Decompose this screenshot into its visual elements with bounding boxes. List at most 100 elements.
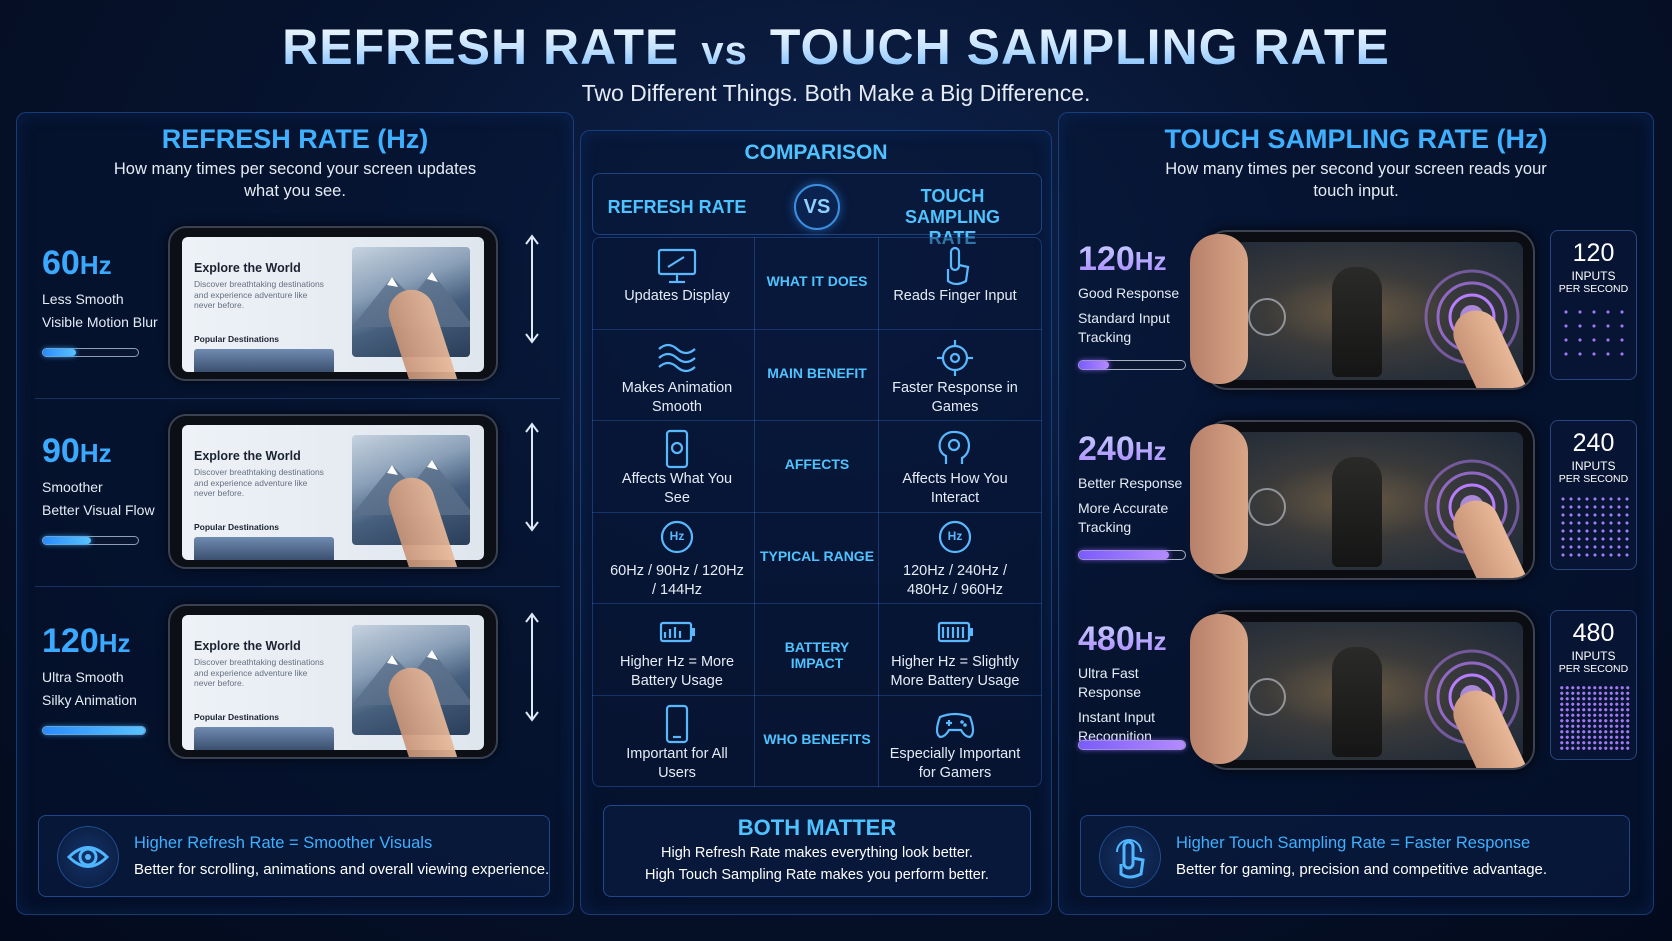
description-line: Better Response — [1078, 475, 1183, 491]
phone-screen: Explore the World Discover breathtaking d… — [182, 237, 484, 372]
rate-label: 90Hz — [42, 432, 112, 471]
comparison-title: COMPARISON — [744, 141, 888, 164]
screen-section: Popular Destinations — [194, 712, 280, 722]
screen-thumb — [194, 349, 334, 372]
soldier — [1332, 647, 1382, 757]
game-phone — [1205, 420, 1535, 580]
row-icon — [665, 704, 689, 744]
row-icon — [665, 430, 689, 469]
title: REFRESH RATE vs TOUCH SAMPLING RATE — [0, 18, 1672, 76]
game-phone — [1205, 230, 1535, 390]
hand — [1190, 614, 1248, 764]
rate-unit: Hz — [79, 438, 112, 468]
hand — [1190, 424, 1248, 574]
motion-arrow — [525, 422, 539, 532]
row-divider — [592, 603, 1042, 605]
rate-description: Smoother — [42, 479, 103, 495]
rate-number: 240 — [1078, 430, 1135, 468]
smoothness-bar — [42, 726, 146, 735]
row-label: TYPICAL RANGE — [759, 547, 875, 564]
vs-circle — [794, 184, 840, 230]
row-text: Especially Important for Gamers — [889, 746, 1021, 781]
row-icon — [935, 712, 975, 739]
rate-description: Ultra Smooth — [42, 669, 124, 685]
row-icon-text: Hz — [947, 528, 963, 543]
rate-description: Better Visual Flow — [42, 502, 155, 518]
rate-number: 480 — [1078, 620, 1135, 658]
both-matter-line: High Refresh Rate makes everything look … — [661, 845, 973, 861]
row-icon — [657, 248, 697, 284]
screen-text: Discover breathtaking destinations and e… — [194, 279, 324, 310]
row-icon — [938, 431, 971, 465]
response-bar — [1078, 360, 1186, 370]
subtitle: Two Different Things. Both Make a Big Di… — [581, 80, 1091, 106]
sample-dots — [1559, 685, 1630, 751]
inputs-unit: INPUTS — [1571, 649, 1616, 663]
game-phone — [1205, 610, 1535, 770]
row-icon — [660, 520, 694, 553]
row-text: 60Hz / 90Hz / 120Hz / 144Hz — [610, 562, 744, 598]
phone-mockup: Explore the World Discover breathtaking d… — [168, 226, 498, 381]
footer-text: Better for gaming, precision and competi… — [1176, 861, 1548, 878]
rate-unit: Hz — [98, 628, 131, 658]
both-matter-line: High Touch Sampling Rate makes you perfo… — [645, 867, 989, 883]
row-text: Affects How You Interact — [902, 471, 1008, 507]
rate-number: 60 — [42, 244, 80, 282]
response-bar — [1078, 550, 1186, 560]
inputs-unit: PER SECOND — [1558, 283, 1629, 295]
inputs-number: 120 — [1572, 239, 1615, 267]
joystick — [1248, 298, 1286, 336]
description-line: Good Response — [1078, 285, 1180, 301]
panel-description: How many times per second your screen re… — [1165, 160, 1547, 200]
rate-description: Less Smooth — [42, 291, 124, 307]
both-matter-box — [603, 805, 1031, 897]
row-icon-text: Hz — [669, 528, 685, 543]
rate-unit: Hz — [79, 250, 112, 280]
column-header: REFRESH RATE — [607, 197, 747, 217]
screen-text: Discover breathtaking destinations and e… — [194, 657, 324, 688]
row-icon — [937, 339, 973, 376]
footer-icon — [1116, 839, 1145, 879]
response-fill — [1079, 741, 1185, 749]
inputs-unit: INPUTS — [1571, 269, 1616, 283]
row-text: Higher Hz = More Battery Usage — [619, 654, 735, 690]
row-divider — [592, 511, 1042, 513]
inputs-number: 240 — [1572, 429, 1615, 457]
vs-label: VS — [803, 196, 831, 218]
comparison-table — [592, 237, 1042, 787]
rate-description: Silky Animation — [42, 692, 137, 708]
sample-dots — [1559, 495, 1630, 561]
rate-number: 120 — [42, 622, 99, 660]
rate-label: 60Hz — [42, 244, 112, 283]
row-label: MAIN BENEFIT — [767, 364, 867, 381]
joystick — [1248, 678, 1286, 716]
motion-arrow — [525, 612, 539, 722]
screen-text: Discover breathtaking destinations and e… — [194, 467, 324, 498]
inputs-number: 480 — [1572, 619, 1615, 647]
row-text: Makes Animation Smooth — [621, 379, 733, 415]
screen-heading: Explore the World — [194, 639, 301, 653]
rate-label: 120Hz — [42, 622, 131, 661]
title-part: REFRESH RATE — [282, 19, 680, 75]
footer-title: Higher Touch Sampling Rate = Faster Resp… — [1176, 834, 1531, 852]
row-text: Faster Response in Games — [892, 379, 1018, 415]
row-label: BATTERY IMPACT — [784, 639, 850, 672]
smoothness-bar — [42, 536, 139, 545]
row-text: 120Hz / 240Hz / 480Hz / 960Hz — [903, 562, 1007, 598]
footer-box: Higher Refresh Rate = Smoother Visuals Be… — [38, 815, 550, 897]
inputs-box: 120 INPUTS PER SECOND — [1550, 230, 1637, 380]
footer-title: Higher Refresh Rate = Smoother Visuals — [134, 834, 433, 852]
inputs-unit: PER SECOND — [1558, 473, 1629, 485]
title-vs: vs — [701, 29, 748, 73]
screen-thumb — [194, 537, 334, 560]
title-part: TOUCH SAMPLING RATE — [769, 19, 1390, 75]
screen-heading: Explore the World — [194, 261, 301, 275]
row-label: WHO BENEFITS — [763, 731, 871, 747]
description-line: Standard Input Tracking — [1078, 310, 1170, 345]
row-divider — [35, 586, 560, 587]
smoothness-fill — [43, 727, 145, 734]
footer-text: Better for scrolling, animations and ove… — [134, 861, 550, 878]
footer-box: Higher Touch Sampling Rate = Faster Resp… — [1080, 815, 1630, 897]
rate-unit: Hz — [1134, 626, 1167, 656]
response-fill — [1079, 551, 1170, 559]
